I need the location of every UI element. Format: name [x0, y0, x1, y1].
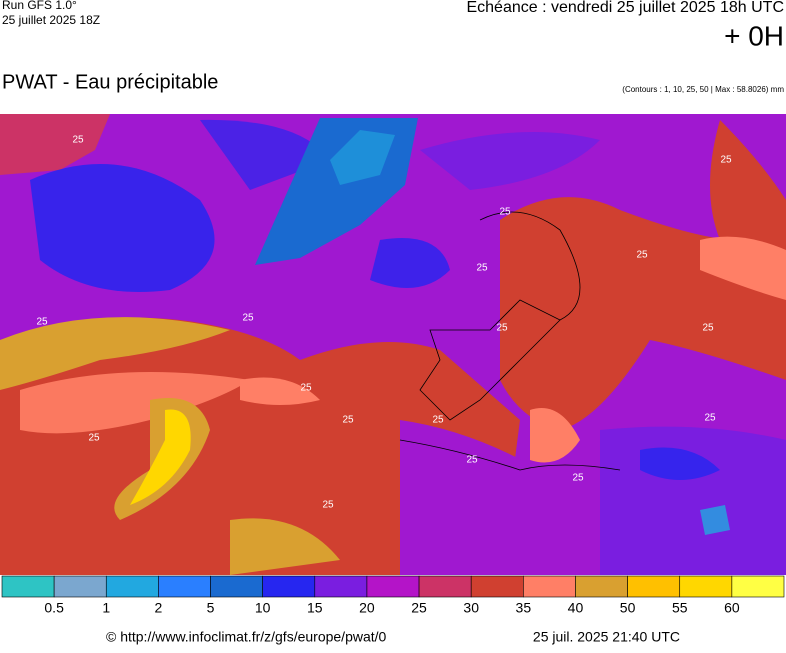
legend-swatch — [210, 575, 263, 598]
legend-label: 30 — [463, 600, 479, 616]
legend-label: 35 — [516, 600, 532, 616]
map-title: PWAT - Eau précipitable — [2, 71, 218, 93]
source-url: © http://www.infoclimat.fr/z/gfs/europe/… — [106, 629, 387, 645]
run-label: Run GFS 1.0° — [2, 0, 77, 12]
contour-label: 25 — [720, 155, 732, 166]
legend-swatch — [105, 575, 159, 598]
legend-label: 2 — [155, 600, 163, 616]
legend-label: 25 — [411, 600, 427, 616]
legend-swatch — [1, 575, 55, 598]
legend-swatch — [679, 575, 733, 598]
legend-label: 15 — [307, 600, 323, 616]
map — [0, 114, 786, 575]
contour-label: 25 — [322, 500, 334, 511]
legend-label: 50 — [620, 600, 636, 616]
contour-labels: 25 25 25 25 25 25 25 25 25 25 25 25 25 25 25 25 25 — [36, 135, 732, 511]
legend-label: 0.5 — [44, 600, 64, 616]
contour-label: 25 — [432, 415, 444, 426]
legend-label: 40 — [568, 600, 584, 616]
legend-swatch — [575, 575, 628, 598]
contour-label: 25 — [572, 473, 584, 484]
offset: + 0H — [724, 20, 784, 51]
contour-label: 25 — [300, 383, 312, 394]
legend-label: 1 — [102, 600, 110, 616]
legend-label: 20 — [359, 600, 375, 616]
contour-label: 25 — [702, 323, 714, 334]
contour-label: 25 — [476, 263, 488, 274]
contour-label: 25 — [72, 135, 84, 146]
echeance: Echéance : vendredi 25 juillet 2025 18h … — [466, 0, 784, 16]
legend-label: 10 — [255, 600, 271, 616]
legend-swatch — [627, 575, 681, 598]
legend-label: 55 — [672, 600, 688, 616]
contour-label: 25 — [88, 433, 100, 444]
legend-swatch — [418, 575, 472, 598]
generated-date: 25 juil. 2025 21:40 UTC — [533, 629, 680, 645]
legend-swatch — [523, 575, 576, 598]
legend-swatch — [366, 575, 420, 598]
legend-swatch — [470, 575, 524, 598]
contour-label: 25 — [704, 413, 716, 424]
legend-swatch — [158, 575, 211, 598]
contour-label: 25 — [496, 323, 508, 334]
legend-swatch — [262, 575, 316, 598]
contour-label: 25 — [36, 317, 48, 328]
legend-swatch — [731, 575, 785, 598]
contour-label: 25 — [499, 207, 511, 218]
legend-swatch — [53, 575, 107, 598]
legend-label: 5 — [207, 600, 215, 616]
run-date: 25 juillet 2025 18Z — [2, 13, 100, 27]
contour-label: 25 — [636, 250, 648, 261]
legend-label: 60 — [724, 600, 740, 616]
contours-note: (Contours : 1, 10, 25, 50 | Max : 58.802… — [622, 85, 784, 94]
legend-swatch — [314, 575, 368, 598]
contour-label: 25 — [466, 455, 478, 466]
contour-label: 25 — [242, 313, 254, 324]
contour-label: 25 — [342, 415, 354, 426]
color-legend: 0.5 1 2 5 10 15 20 25 30 35 40 50 55 60 — [1, 575, 785, 616]
